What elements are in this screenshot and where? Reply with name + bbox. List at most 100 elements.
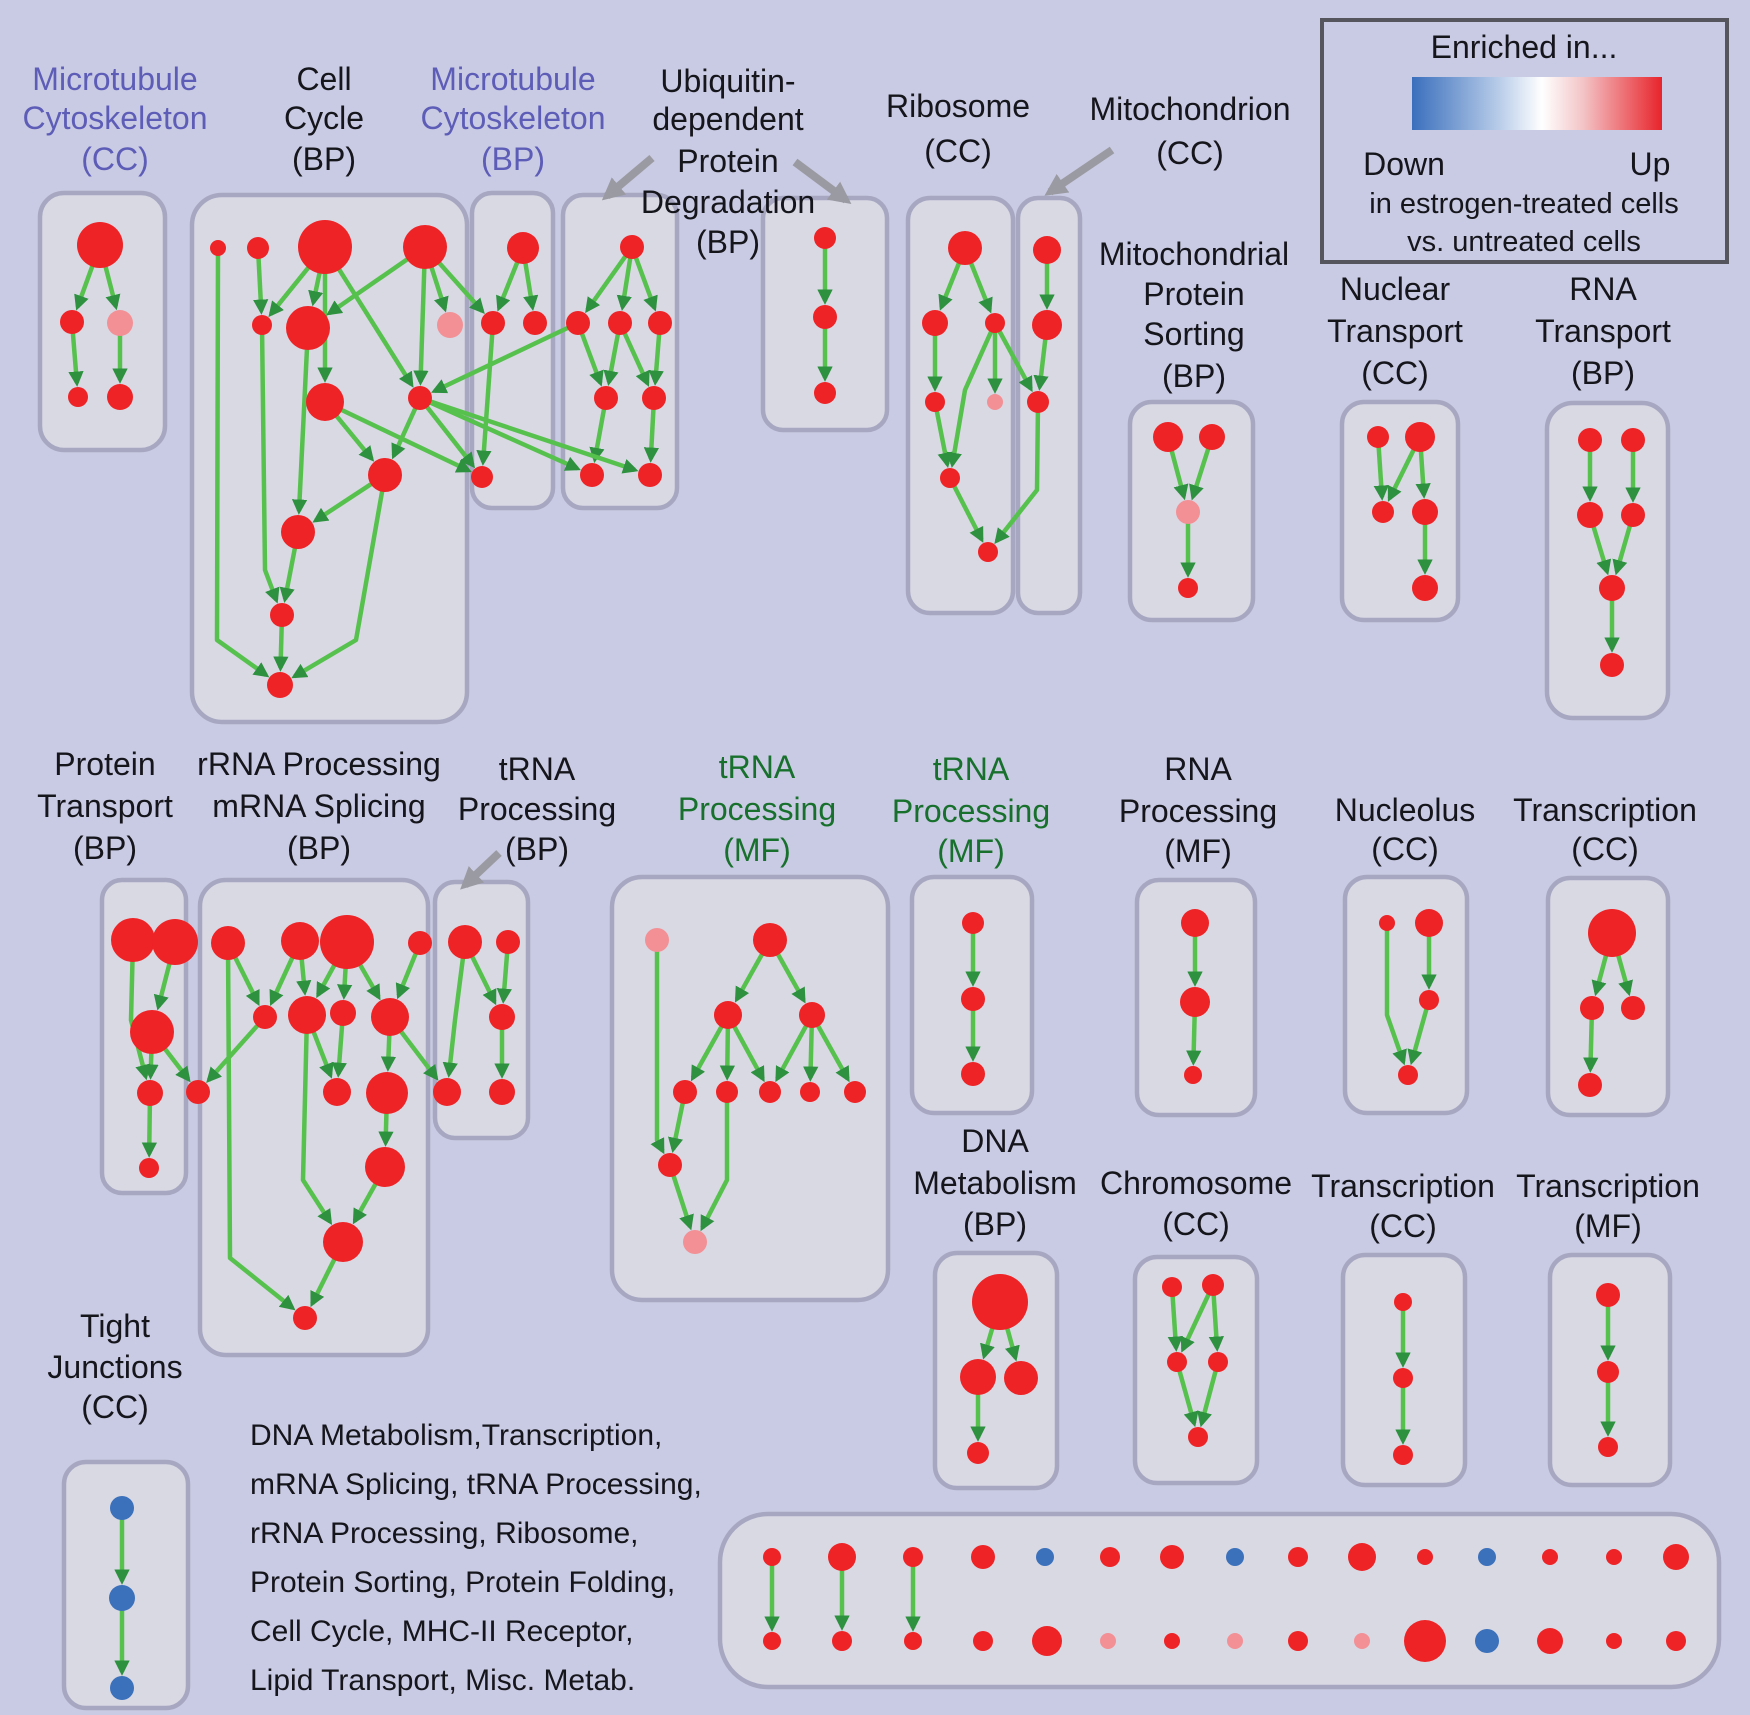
cell_cycle-node-9 [368,458,402,492]
trna_mf2-label-line: Processing [892,793,1050,829]
ubi1-node-5 [642,386,666,410]
mito-label-line: (CC) [1156,135,1224,171]
trna_mf2-node-2 [961,1062,985,1086]
dna_met-label-line: DNA [961,1123,1029,1159]
misc_box-node-25 [1404,1620,1446,1662]
rna_tr-node-4 [1599,575,1625,601]
chromosome-edge [1180,1284,1216,1353]
misc-categories-text-line: DNA Metabolism,Transcription, [250,1419,662,1452]
rrna-node-0 [211,926,245,960]
mito-node-1 [1032,310,1062,340]
cell_cycle-node-1 [247,237,269,259]
rna_tr-node-0 [1578,428,1602,452]
rrna-label-line: (BP) [287,830,351,866]
misc-categories-text-line: Protein Sorting, Protein Folding, [250,1566,675,1599]
mt_bp-node-1 [481,311,505,335]
misc_box-node-27 [1537,1628,1563,1654]
mt_bp-node-2 [523,311,547,335]
tr_mf-node-1 [1597,1361,1619,1383]
mps-node-0 [1153,422,1183,452]
misc_box-node-1 [828,1543,856,1571]
cell_cycle-node-0 [210,240,226,256]
label-pointer-arrow [601,154,655,201]
nucleolus-node-1 [1415,909,1443,937]
rrna-edge [225,942,296,1311]
rna_tr-label-line: RNA [1569,271,1637,307]
cell_cycle-node-10 [281,515,315,549]
rna_mf-label-line: RNA [1164,751,1232,787]
rrna-label-line: mRNA Splicing [212,788,425,824]
rrna-edge [206,1015,267,1083]
cell_cycle-label-line: Cycle [284,100,364,136]
ubi1-node-4 [594,386,618,410]
ribosome-edge [946,322,998,468]
rrna-node-4 [253,1005,277,1029]
trna_mf1-label-line: (MF) [723,832,791,868]
tr_cc_bot-label-line: (CC) [1369,1208,1437,1244]
ribosome-node-5 [940,468,960,488]
legend-gradient-bar [1412,77,1662,130]
misc_box-node-22 [1227,1633,1243,1649]
trna_mf1-node-3 [799,1002,825,1028]
rrna-node-10 [366,1072,408,1114]
protein_tr-edge [128,939,151,1081]
chromosome-edge [1197,1361,1221,1428]
nucleolus-label-line: (CC) [1371,831,1439,867]
trna_mf1-label-line: tRNA [719,749,796,785]
dna_met-label-line: (BP) [963,1206,1027,1242]
mito-node-2 [1027,391,1049,413]
trna_mf1-node-10 [683,1230,707,1254]
ubi2-node-0 [814,227,836,249]
trna_mf1-edge [700,1092,730,1232]
tr_cc_top-box [1545,875,1671,1118]
cell_cycle-edge [323,245,414,388]
rrna-node-8 [186,1080,210,1104]
misc_box-node-24 [1354,1633,1370,1649]
misc_box-node-10 [1417,1549,1433,1565]
cell_cycle-edge [291,474,388,679]
mps-label-line: Sorting [1143,316,1244,352]
mt_cc-label-line: Microtubule [32,61,197,97]
chromosome-node-3 [1208,1352,1228,1372]
nucleolus-node-2 [1419,990,1439,1010]
ribosome-node-0 [948,231,982,265]
cell_cycle-edge [291,327,311,515]
rna_mf-label-line: (MF) [1164,833,1232,869]
tight_j-label-line: Junctions [47,1349,182,1385]
ubi1-node-7 [638,463,662,487]
mt_cc-label-line: (CC) [81,141,149,177]
trna_mf1-node-9 [658,1153,682,1177]
misc_box-node-28 [1606,1633,1622,1649]
misc_box-node-13 [1606,1549,1622,1565]
tr_mf-node-2 [1598,1437,1618,1457]
legend-subtitle-1: in estrogen-treated cells [1369,188,1679,220]
trna_bp-node-1 [496,930,520,954]
cross-edge [419,395,581,471]
misc_box-node-7 [1226,1548,1244,1566]
rrna-node-7 [371,998,409,1036]
ubi1-node-6 [580,463,604,487]
protein_tr-node-0 [111,918,155,962]
rna_mf-node-2 [1184,1066,1202,1084]
misc-categories-text-line: rRNA Processing, Ribosome, [250,1517,638,1550]
misc_box-node-18 [973,1631,993,1651]
protein_tr-node-2 [130,1010,174,1054]
tight_j-node-1 [109,1585,135,1611]
label-pointer-arrow [460,850,502,890]
rna_tr-node-1 [1621,428,1645,452]
mito-box [1015,195,1083,616]
misc-categories-text-line: Lipid Transport, Misc. Metab. [250,1664,635,1697]
protein_tr-node-4 [139,1158,159,1178]
label-pointer-arrow [792,158,852,205]
tight_j-box [61,1459,191,1711]
trna_bp-edge [442,941,468,1078]
trna_mf2-label-line: tRNA [933,751,1010,787]
ubi2-node-1 [813,305,837,329]
rrna-node-11 [365,1147,405,1187]
chromosome-edge [1167,1286,1183,1352]
nucleolus-box [1342,874,1470,1116]
rna_tr-node-3 [1621,503,1645,527]
dna_met-node-1 [960,1359,996,1395]
misc_box-node-17 [904,1632,922,1650]
nuc_tr-node-0 [1367,426,1389,448]
